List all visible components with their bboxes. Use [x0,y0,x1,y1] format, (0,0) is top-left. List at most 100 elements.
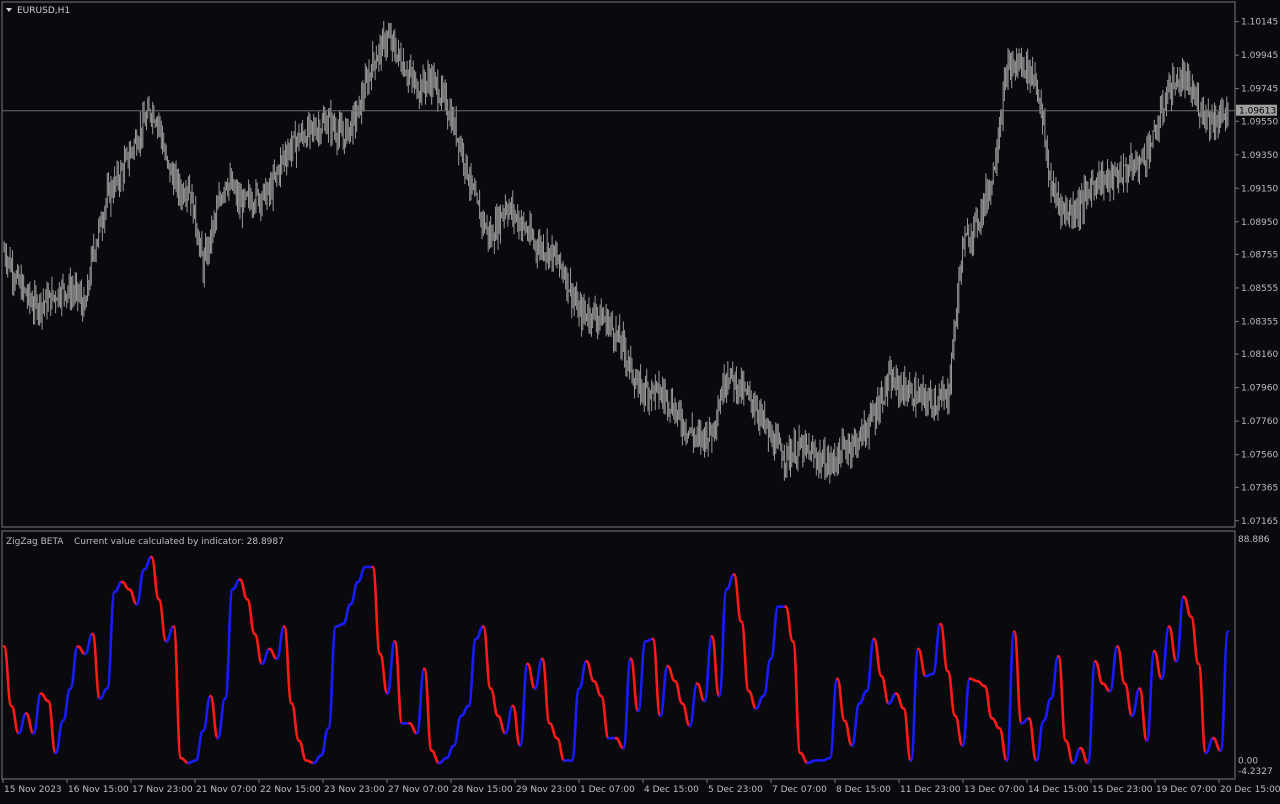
price-axis-label: 1.08950 [1241,218,1278,228]
indicator-axis[interactable]: 88.886 0.00-4.2327 [1238,535,1273,777]
oscillator-segment [518,662,529,747]
indicator-window[interactable]: ZigZag BETA Current value calculated by … [1,530,1273,780]
oscillator-segment [32,692,43,735]
price-axis-label: 1.09350 [1241,151,1278,161]
oscillator-segment [1219,630,1230,752]
time-axis-label: 29 Nov 23:00 [516,785,577,795]
oscillator-segment [946,669,957,718]
indicator-name: ZigZag BETA [6,537,64,547]
oscillator-segment [1012,630,1023,725]
symbol-label: EURUSD,H1 [17,6,70,16]
oscillator-segment [710,635,721,698]
price-axis-label: 1.09150 [1241,184,1278,194]
oscillator-segment [69,645,80,690]
oscillator-segment [835,677,846,723]
price-axis-label: 1.07560 [1241,451,1278,461]
time-axis-label: 7 Dec 07:00 [772,785,827,795]
main-window-frame [1,1,1236,528]
oscillator-segment [371,565,382,656]
price-axis-label: 1.09945 [1241,51,1278,61]
oscillator-segment [209,694,220,740]
oscillator-segment [1138,687,1149,742]
oscillator-segment [902,707,913,762]
oscillator-segment [1189,615,1200,666]
indicator-axis-label: 0.00 [1238,756,1258,766]
price-axis[interactable]: 1.10145 1.09945 1.09745 1.09550 1.09350 1.091… [1235,18,1278,527]
oscillator-segment [2,645,13,708]
price-axis-label: 1.08355 [1241,317,1278,327]
oscillator-segment [157,597,168,643]
price-axis-label: 1.07365 [1241,483,1278,493]
oscillator-segment [511,704,522,747]
oscillator-segment [46,699,57,755]
oscillator-segment [223,588,234,700]
oscillator-segment [1057,655,1068,742]
price-axis-label: 1.07165 [1241,517,1278,527]
oscillator-segment [1034,719,1045,762]
oscillator-segment [850,702,861,747]
time-axis[interactable]: 15 Nov 2023 16 Nov 15:00 17 Nov 23:00 21 No… [2,779,1280,795]
oscillator-segment [1027,717,1038,762]
oscillator-segment [1160,625,1171,680]
price-axis-label: 1.08755 [1241,250,1278,260]
price-axis-label: 1.09745 [1241,85,1278,95]
oscillator-segment [1197,662,1208,755]
oscillator-segment [828,677,839,760]
current-price-badge: 1.09613 [1236,104,1277,117]
dropdown-triangle-icon[interactable] [6,8,12,12]
oscillator-segment [1116,645,1127,685]
oscillator-segment [282,625,293,705]
price-axis-label: 1.10145 [1241,18,1278,28]
time-axis-label: 4 Dec 15:00 [644,785,699,795]
oscillator-segment [1005,630,1016,762]
oscillator-segment [961,677,972,747]
time-axis-label: 1 Dec 07:00 [580,785,635,795]
oscillator-segment [740,620,751,693]
time-axis-label: 14 Dec 15:00 [1028,785,1089,795]
time-axis-label: 13 Dec 07:00 [964,785,1025,795]
oscillator-segment [1175,595,1186,663]
oscillator-segment [939,622,950,673]
price-axis-label: 1.08160 [1241,350,1278,360]
time-axis-label: 21 Nov 07:00 [196,785,257,795]
oscillator-segment [1086,659,1097,765]
oscillator-segment [540,657,551,725]
oscillator-segment [703,635,714,703]
oscillator-segment [762,657,773,698]
oscillator-segment [651,637,662,718]
time-axis-label: 20 Dec 15:00 [1220,785,1280,795]
oscillator-line [2,555,1230,765]
time-axis-label: 23 Nov 23:00 [324,785,385,795]
oscillator-segment [386,640,397,695]
oscillator-segment [1049,655,1060,700]
oscillator-segment [105,590,116,690]
oscillator-segment [688,682,699,728]
oscillator-segment [467,637,478,708]
oscillator-segment [327,625,338,730]
oscillator-segment [717,588,728,698]
oscillator-segment [909,647,920,762]
oscillator-segment [1145,650,1156,742]
time-axis-label: 17 Nov 23:00 [132,785,193,795]
oscillator-segment [415,667,426,735]
oscillator-segment [290,702,301,742]
oscillator-segment [422,667,433,752]
oscillator-segment [150,555,161,601]
main-price-window[interactable]: EURUSD,H1 1.101451.099451.097451.095501.… [1,1,1278,528]
price-axis-label: 1.08555 [1241,284,1278,294]
oscillator-segment [629,657,640,713]
oscillator-segment [570,687,581,762]
oscillator-segment [732,573,743,623]
oscillator-segment [658,664,669,718]
oscillator-segment [791,640,802,755]
oscillator-segment [1108,645,1119,693]
oscillator-segment [91,632,102,700]
oscillator-segment [769,605,780,661]
oscillator-segment [172,625,183,760]
time-axis-label: 15 Dec 23:00 [1092,785,1153,795]
oscillator-segment [599,694,610,740]
price-bars [3,20,1229,484]
